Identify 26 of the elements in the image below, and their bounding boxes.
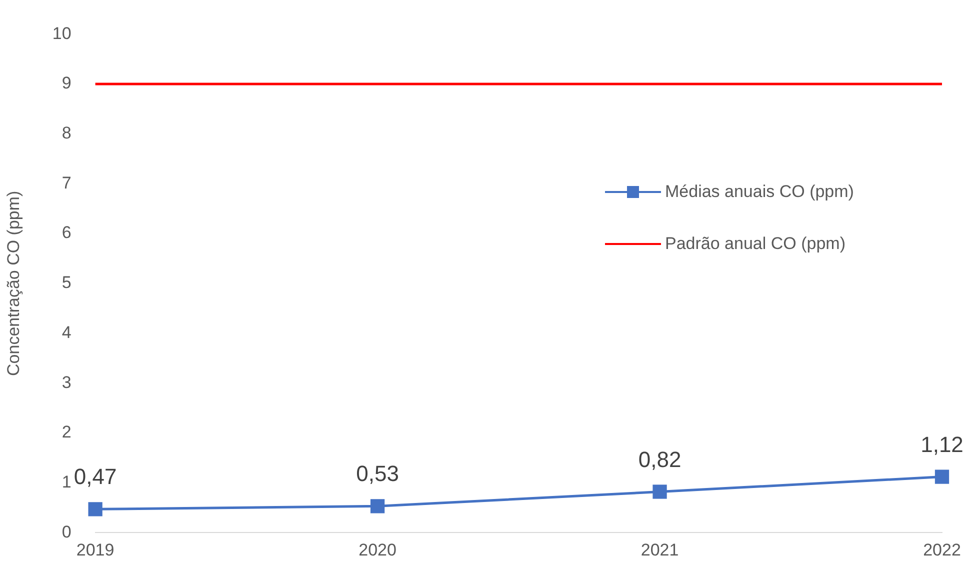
x-tick-label: 2019	[76, 540, 114, 560]
y-tick-label: 10	[52, 24, 72, 43]
legend-label: Médias anuais CO (ppm)	[665, 182, 854, 202]
y-tick-label: 0	[62, 522, 72, 542]
point	[88, 502, 102, 516]
data-label: 1,12	[920, 432, 964, 457]
y-tick-label: 5	[62, 273, 72, 292]
data-label: 0,47	[74, 464, 117, 490]
x-tick-label: 2022	[923, 540, 961, 560]
legend-label: Padrão anual CO (ppm)	[665, 234, 846, 254]
point	[370, 499, 385, 514]
data-label: 0,82	[638, 446, 682, 472]
y-tick-label: 8	[62, 124, 72, 143]
point	[934, 470, 950, 484]
y-tick-label: 7	[62, 173, 72, 192]
x-tick-label: 2021	[640, 540, 679, 560]
y-tick-label: 6	[62, 223, 72, 242]
data-label: 0,53	[356, 461, 399, 486]
y-tick-label: 3	[62, 372, 72, 392]
y-tick-label: 1	[62, 472, 72, 492]
y-tick-label: 4	[62, 322, 72, 342]
y-tick-label: 2	[62, 422, 72, 442]
y-axis-title: Concentração CO (ppm)	[4, 190, 23, 376]
point	[652, 484, 667, 499]
x-tick-label: 2020	[358, 540, 396, 560]
y-tick-label: 9	[62, 74, 72, 93]
